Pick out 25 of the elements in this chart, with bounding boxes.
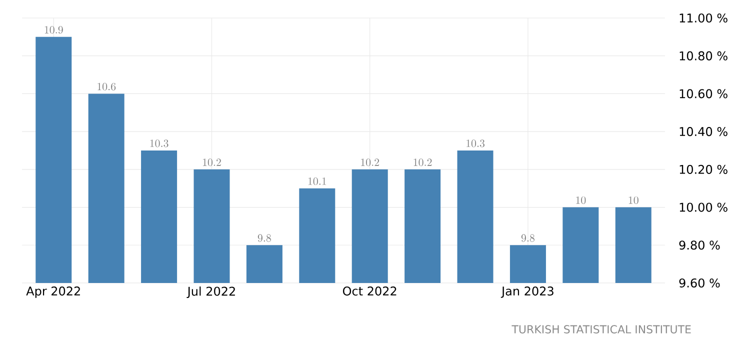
data-label: 10. 1	[308, 178, 326, 186]
y-tick-label: 9.80 %	[679, 240, 720, 250]
y-tick-label: 11.00 %	[680, 13, 728, 23]
data-label: 9.8	[521, 234, 534, 242]
data-label: 10.6	[98, 82, 116, 90]
x-tick-label: Oct 2022	[342, 286, 396, 296]
y-tick-label: 9.60 %	[679, 278, 720, 288]
y-tick-label: 10.20 %	[680, 164, 728, 174]
data-label: 10	[628, 196, 638, 204]
data-label: 9.8	[258, 234, 271, 242]
x-tick-label: Jan 2023	[500, 286, 554, 298]
x-tick-label: Apr 2022	[26, 286, 80, 298]
data-label: 10.2	[202, 158, 221, 166]
data-label: 10.3	[466, 140, 485, 148]
data-label: 10	[576, 196, 586, 204]
data-label: 10.2	[414, 158, 432, 166]
text: TURKISH STATISTICAL INSTITUTE	[512, 325, 691, 334]
y-tick-label: 10.60 %	[680, 89, 728, 98]
data-label: 10.2	[361, 158, 380, 166]
y-tick-label: 10.40 %	[680, 127, 728, 136]
data-label: 10.3	[150, 140, 168, 148]
data-label: 10.9	[44, 26, 63, 34]
y-tick-label: 10.80 %	[680, 51, 728, 60]
x-tick-label: Jul 2022	[186, 286, 235, 298]
y-tick-label: 10.00 %	[680, 202, 728, 212]
